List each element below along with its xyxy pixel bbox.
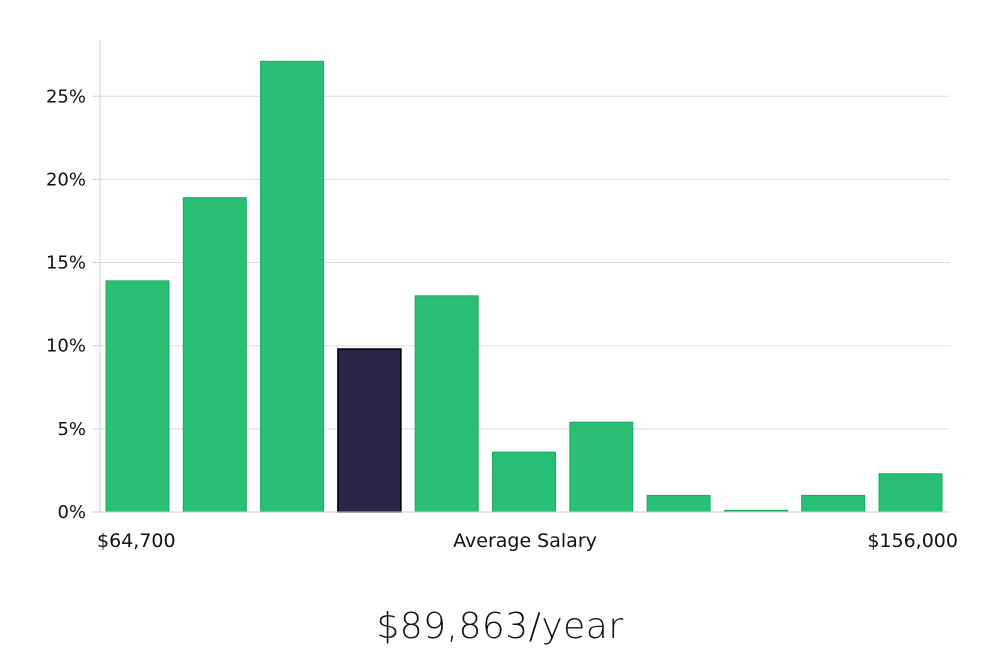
- salary-histogram: 0%5%10%15%20%25% $64,700 Average Salary …: [46, 40, 958, 552]
- bar: [569, 421, 634, 513]
- bar: [182, 197, 247, 513]
- bars: [105, 60, 943, 513]
- x-max-label: $156,000: [867, 530, 958, 552]
- y-tick-label: 5%: [57, 419, 86, 440]
- x-center-label: Average Salary: [453, 530, 597, 552]
- bar-highlighted: [337, 348, 402, 513]
- bar: [801, 494, 866, 513]
- y-tick-label: 15%: [46, 253, 86, 274]
- average-salary: $89,863/year: [376, 606, 624, 647]
- y-tick-label: 10%: [46, 336, 86, 357]
- bar: [492, 451, 556, 513]
- bar: [414, 295, 479, 513]
- y-tick-label: 20%: [46, 169, 86, 190]
- y-tick-label: 25%: [46, 86, 86, 107]
- bar: [105, 280, 170, 513]
- bar: [646, 494, 711, 513]
- y-tick-label: 0%: [57, 502, 86, 523]
- y-axis-ticks: 0% 5% 10% 15% 20% 25%: [46, 86, 100, 523]
- x-min-label: $64,700: [97, 530, 176, 552]
- bar: [260, 60, 325, 513]
- bar: [878, 473, 943, 513]
